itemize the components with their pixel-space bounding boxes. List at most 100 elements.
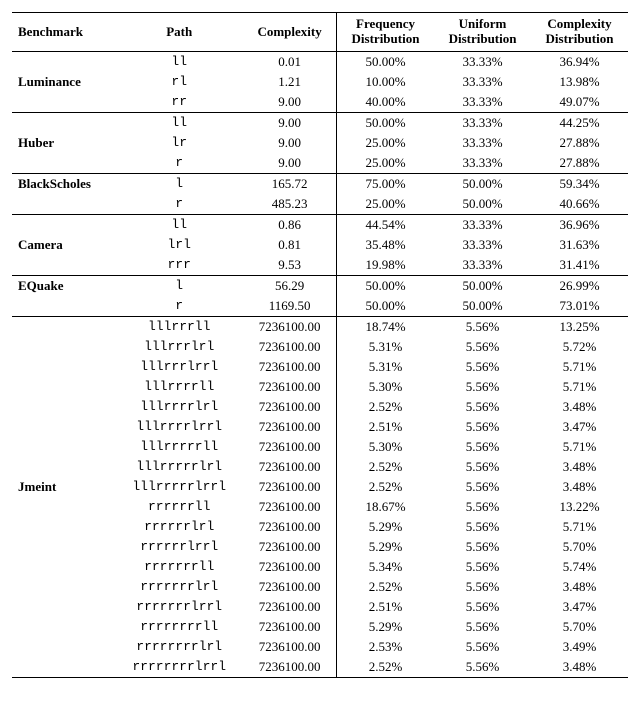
frequency-cell: 5.31% [336, 337, 434, 357]
uniform-cell: 33.33% [434, 72, 531, 92]
benchmark-name: Huber [12, 133, 115, 153]
benchmark-empty [12, 617, 115, 637]
complexity-dist-cell: 13.98% [531, 72, 628, 92]
path-cell: lllrrrrlrl [115, 397, 243, 417]
complexity-dist-cell: 3.48% [531, 477, 628, 497]
complexity-dist-cell: 13.25% [531, 316, 628, 337]
uniform-cell: 5.56% [434, 357, 531, 377]
uniform-cell: 50.00% [434, 194, 531, 215]
frequency-cell: 75.00% [336, 173, 434, 194]
table-row: rrrrrrrrlrrl7236100.002.52%5.56%3.48% [12, 657, 628, 678]
complexity-cell: 7236100.00 [243, 397, 336, 417]
complexity-dist-cell: 31.63% [531, 235, 628, 255]
complexity-cell: 7236100.00 [243, 537, 336, 557]
path-cell: r [115, 296, 243, 317]
complexity-dist-cell: 3.47% [531, 417, 628, 437]
table-row: rrrrrrlrrl7236100.005.29%5.56%5.70% [12, 537, 628, 557]
uniform-cell: 33.33% [434, 214, 531, 235]
frequency-cell: 5.29% [336, 617, 434, 637]
complexity-dist-cell: 49.07% [531, 92, 628, 113]
uniform-cell: 33.33% [434, 133, 531, 153]
frequency-cell: 2.51% [336, 417, 434, 437]
path-cell: rr [115, 92, 243, 113]
path-cell: rrrrrrrrll [115, 617, 243, 637]
benchmark-empty [12, 337, 115, 357]
table-row: Huberlr9.0025.00%33.33%27.88% [12, 133, 628, 153]
table-row: rrrrrrll7236100.0018.67%5.56%13.22% [12, 497, 628, 517]
benchmark-empty [12, 557, 115, 577]
uniform-cell: 5.56% [434, 617, 531, 637]
col-benchmark: Benchmark [12, 13, 115, 52]
table-row: rrrrrrrll7236100.005.34%5.56%5.74% [12, 557, 628, 577]
uniform-cell: 5.56% [434, 457, 531, 477]
col-uniform: Uniform Distribution [434, 13, 531, 52]
uniform-cell: 33.33% [434, 255, 531, 276]
table-row: rrrrrrlrl7236100.005.29%5.56%5.71% [12, 517, 628, 537]
complexity-cell: 7236100.00 [243, 497, 336, 517]
complexity-dist-cell: 3.48% [531, 657, 628, 678]
path-cell: lllrrrrlrrl [115, 417, 243, 437]
path-cell: ll [115, 112, 243, 133]
benchmark-empty [12, 194, 115, 215]
uniform-cell: 5.56% [434, 597, 531, 617]
uniform-cell: 5.56% [434, 497, 531, 517]
uniform-cell: 33.33% [434, 51, 531, 72]
uniform-cell: 5.56% [434, 316, 531, 337]
frequency-cell: 25.00% [336, 194, 434, 215]
path-cell: lllrrrlrrl [115, 357, 243, 377]
uniform-cell: 5.56% [434, 477, 531, 497]
complexity-dist-cell: 5.70% [531, 537, 628, 557]
table-row: lllrrrlrl7236100.005.31%5.56%5.72% [12, 337, 628, 357]
complexity-dist-cell: 5.71% [531, 437, 628, 457]
complexity-cell: 9.53 [243, 255, 336, 276]
benchmark-empty [12, 517, 115, 537]
complexity-dist-cell: 40.66% [531, 194, 628, 215]
uniform-cell: 5.56% [434, 417, 531, 437]
frequency-cell: 25.00% [336, 153, 434, 174]
complexity-dist-cell: 3.47% [531, 597, 628, 617]
table-row: rrrrrrrrlrl7236100.002.53%5.56%3.49% [12, 637, 628, 657]
unif-top: Uniform [440, 17, 525, 32]
freq-bot: Distribution [343, 32, 428, 47]
benchmark-name: EQuake [12, 275, 115, 296]
complexity-cell: 7236100.00 [243, 577, 336, 597]
path-cell: lllrrrrrlrrl [115, 477, 243, 497]
complexity-cell: 9.00 [243, 92, 336, 113]
table-row: Luminancerl1.2110.00%33.33%13.98% [12, 72, 628, 92]
col-frequency: Frequency Distribution [336, 13, 434, 52]
table-row: ll0.0150.00%33.33%36.94% [12, 51, 628, 72]
frequency-cell: 2.52% [336, 657, 434, 678]
frequency-cell: 2.53% [336, 637, 434, 657]
benchmark-empty [12, 457, 115, 477]
path-cell: ll [115, 51, 243, 72]
freq-top: Frequency [343, 17, 428, 32]
uniform-cell: 5.56% [434, 577, 531, 597]
complexity-dist-cell: 36.96% [531, 214, 628, 235]
complexity-cell: 7236100.00 [243, 557, 336, 577]
path-cell: r [115, 153, 243, 174]
table-row: lllrrrrlrl7236100.002.52%5.56%3.48% [12, 397, 628, 417]
path-cell: rl [115, 72, 243, 92]
col-complexity-dist: Complexity Distribution [531, 13, 628, 52]
complexity-dist-cell: 5.71% [531, 357, 628, 377]
benchmark-empty [12, 497, 115, 517]
uniform-cell: 50.00% [434, 275, 531, 296]
complexity-dist-cell: 5.71% [531, 377, 628, 397]
complexity-cell: 7236100.00 [243, 417, 336, 437]
table-row: lllrrrrrlrl7236100.002.52%5.56%3.48% [12, 457, 628, 477]
frequency-cell: 2.52% [336, 397, 434, 417]
path-cell: lllrrrrrll [115, 437, 243, 457]
complexity-cell: 1.21 [243, 72, 336, 92]
path-cell: rrrrrrrrlrl [115, 637, 243, 657]
complexity-cell: 9.00 [243, 112, 336, 133]
table-row: rrrrrrrlrrl7236100.002.51%5.56%3.47% [12, 597, 628, 617]
path-cell: lllrrrrrlrl [115, 457, 243, 477]
path-cell: rrrrrrrll [115, 557, 243, 577]
complexity-cell: 7236100.00 [243, 657, 336, 678]
uniform-cell: 5.56% [434, 337, 531, 357]
complexity-cell: 56.29 [243, 275, 336, 296]
benchmark-empty [12, 537, 115, 557]
benchmark-empty [12, 153, 115, 174]
table-row: r485.2325.00%50.00%40.66% [12, 194, 628, 215]
frequency-cell: 5.30% [336, 437, 434, 457]
